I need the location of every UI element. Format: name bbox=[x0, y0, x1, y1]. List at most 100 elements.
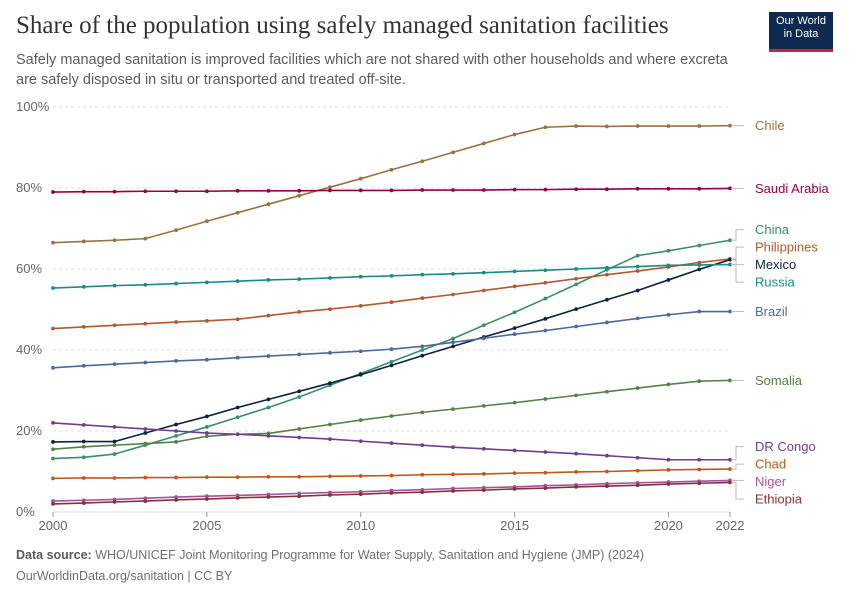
data-point-chile bbox=[543, 125, 548, 130]
series-line-chile bbox=[52, 124, 731, 244]
data-point-philippines bbox=[451, 292, 455, 297]
data-point-russia bbox=[328, 276, 332, 280]
data-point-somalia bbox=[420, 410, 425, 415]
data-point-chile bbox=[728, 123, 732, 128]
y-tick-label: 20% bbox=[16, 423, 42, 438]
data-source-text: WHO/UNICEF Joint Monitoring Programme fo… bbox=[95, 548, 645, 562]
data-source-label: Data source: bbox=[16, 548, 92, 562]
data-point-mexico bbox=[266, 397, 271, 402]
data-point-saudi-arabia bbox=[635, 186, 640, 191]
data-point-saudi-arabia bbox=[297, 188, 302, 193]
footer-link[interactable]: OurWorldinData.org/sanitation | CC BY bbox=[16, 569, 233, 583]
label-connector-mexico bbox=[731, 259, 744, 266]
data-point-brazil bbox=[666, 312, 671, 317]
data-point-niger bbox=[204, 494, 209, 499]
data-point-china bbox=[389, 359, 394, 364]
series-line-brazil bbox=[52, 310, 730, 369]
data-point-dr-congo bbox=[81, 423, 86, 427]
data-point-brazil bbox=[728, 309, 732, 314]
label-connector-china bbox=[731, 229, 744, 241]
data-point-philippines bbox=[266, 313, 271, 318]
data-point-dr-congo bbox=[297, 435, 302, 440]
data-point-china bbox=[574, 282, 579, 287]
data-point-dr-congo bbox=[481, 446, 486, 451]
label-connector-ethiopia bbox=[731, 481, 744, 500]
data-point-china bbox=[512, 310, 517, 315]
data-point-chad bbox=[420, 472, 425, 477]
data-point-saudi-arabia bbox=[605, 187, 609, 192]
data-point-brazil bbox=[143, 360, 148, 365]
data-point-chile bbox=[512, 132, 517, 137]
series-label-china: China bbox=[755, 222, 790, 237]
owid-logo[interactable]: Our World in Data bbox=[769, 12, 833, 52]
data-point-philippines bbox=[204, 318, 209, 323]
data-point-china bbox=[204, 425, 209, 429]
data-point-mexico bbox=[420, 353, 425, 358]
data-point-chad bbox=[697, 467, 702, 472]
data-point-saudi-arabia bbox=[512, 187, 517, 192]
data-point-chad bbox=[358, 474, 363, 478]
data-point-dr-congo bbox=[451, 445, 455, 450]
data-point-somalia bbox=[204, 434, 209, 439]
data-point-philippines bbox=[574, 276, 579, 281]
series-label-chad: Chad bbox=[755, 457, 786, 472]
data-point-somalia bbox=[112, 443, 117, 448]
data-point-mexico bbox=[574, 307, 579, 311]
data-point-china bbox=[420, 348, 425, 352]
x-tick-label: 2015 bbox=[500, 518, 529, 533]
data-point-chad bbox=[328, 474, 332, 479]
data-point-chile bbox=[235, 210, 240, 215]
data-point-chad bbox=[512, 471, 517, 476]
series-label-brazil: Brazil bbox=[755, 304, 788, 319]
data-point-saudi-arabia bbox=[543, 187, 548, 192]
label-connector-philippines bbox=[731, 246, 744, 260]
data-point-ethiopia bbox=[266, 495, 271, 499]
data-point-russia bbox=[235, 279, 240, 284]
data-point-chile bbox=[481, 141, 486, 146]
data-point-chile bbox=[112, 238, 117, 243]
data-point-somalia bbox=[297, 427, 302, 431]
data-point-chile bbox=[143, 236, 148, 241]
data-point-brazil bbox=[266, 354, 271, 358]
data-point-somalia bbox=[635, 386, 640, 390]
data-point-saudi-arabia bbox=[728, 186, 732, 191]
data-point-saudi-arabia bbox=[574, 187, 579, 192]
data-point-russia bbox=[297, 277, 302, 282]
x-tick-label: 2005 bbox=[192, 518, 221, 533]
data-point-dr-congo bbox=[51, 421, 55, 425]
data-point-philippines bbox=[420, 296, 425, 301]
data-point-chad bbox=[481, 472, 486, 476]
data-point-ethiopia bbox=[174, 497, 178, 502]
data-point-china bbox=[266, 405, 271, 410]
data-point-china bbox=[543, 296, 548, 301]
data-point-russia bbox=[481, 270, 486, 275]
data-point-saudi-arabia bbox=[143, 189, 148, 194]
data-point-saudi-arabia bbox=[451, 188, 455, 192]
data-point-philippines bbox=[174, 320, 178, 324]
series-label-chile: Chile bbox=[755, 118, 785, 133]
data-point-china bbox=[81, 455, 86, 460]
data-point-dr-congo bbox=[728, 457, 732, 462]
y-tick-label: 60% bbox=[16, 261, 42, 276]
data-point-russia bbox=[697, 263, 702, 267]
data-point-philippines bbox=[389, 300, 394, 305]
data-point-philippines bbox=[543, 280, 548, 285]
data-point-china bbox=[112, 452, 117, 456]
x-tick-label: 2010 bbox=[346, 518, 375, 533]
series-label-niger: Niger bbox=[755, 474, 787, 489]
series-label-dr-congo: DR Congo bbox=[755, 439, 816, 454]
data-point-china bbox=[297, 395, 302, 399]
data-point-russia bbox=[112, 283, 117, 288]
data-point-chad bbox=[574, 470, 579, 474]
series-label-saudi-arabia: Saudi Arabia bbox=[755, 181, 829, 196]
data-point-somalia bbox=[481, 403, 486, 408]
data-point-ethiopia bbox=[358, 492, 363, 497]
series-label-philippines: Philippines bbox=[755, 240, 818, 255]
data-point-china bbox=[51, 456, 55, 461]
data-point-dr-congo bbox=[266, 433, 271, 438]
data-point-russia bbox=[204, 280, 209, 285]
data-point-philippines bbox=[112, 323, 117, 328]
data-point-russia bbox=[543, 268, 548, 273]
data-point-chad bbox=[174, 475, 178, 480]
data-point-russia bbox=[666, 263, 671, 268]
